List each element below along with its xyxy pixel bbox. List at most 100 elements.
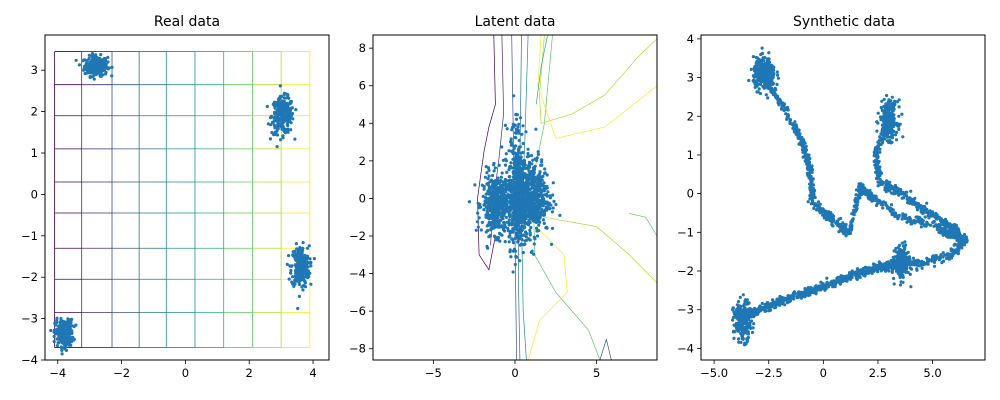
scatter-point [908,216,912,220]
scatter-point [507,240,511,244]
scatter-point [486,216,490,220]
scatter-point [747,78,751,83]
scatter-point [488,233,492,237]
scatter-point [809,177,813,182]
scatter-point [100,61,104,65]
scatter-point [287,277,291,281]
scatter-point [507,168,511,172]
scatter-point [104,62,108,67]
scatter-point [913,196,917,200]
scatter-point [512,125,516,129]
scatter-point [483,175,487,179]
scatter-point [515,211,519,215]
scatter-point [491,180,495,184]
scatter-point [875,129,879,133]
scatter-point [537,217,541,221]
scatter-point [277,108,281,112]
scatter-point [805,155,809,159]
scatter-point [292,284,296,288]
scatter-point [925,220,929,224]
scatter-point [513,171,517,175]
scatter-point [896,271,900,275]
scatter-point [869,191,874,195]
scatter-point [887,112,891,116]
scatter-point [748,324,752,328]
scatter-point [901,280,905,284]
scatter-point [488,201,492,205]
scatter-point [546,190,550,194]
scatter-point [896,246,900,250]
scatter-point [489,185,493,189]
scatter-point [49,328,53,333]
scatter-point [270,120,275,124]
scatter-point [848,224,852,228]
scatter-point [520,132,524,136]
scatter-point [533,195,537,199]
scatter-point [548,207,552,211]
latent-data-title: Latent data [475,14,556,30]
scatter-point [886,135,890,139]
scatter-point [96,69,100,73]
scatter-point [510,237,514,241]
scatter-point [901,214,905,218]
scatter-point [831,224,835,228]
scatter-point [903,216,907,221]
scatter-point [515,197,519,201]
scatter-point [285,262,289,266]
scatter-point [939,226,943,230]
scatter-point [892,276,896,281]
scatter-point [558,213,562,217]
scatter-point [70,339,74,343]
scatter-point [100,65,104,69]
scatter-point [498,231,502,235]
scatter-point [512,207,516,211]
scatter-point [811,187,815,191]
scatter-point [875,203,879,207]
scatter-point [737,340,741,344]
scatter-point [508,165,512,169]
scatter-point [88,75,92,80]
scatter-point [765,82,770,86]
scatter-point [811,195,815,199]
scatter-point [298,245,302,250]
scatter-point [837,230,841,234]
scatter-point [516,151,520,155]
scatter-point [519,210,523,214]
scatter-point [749,326,753,330]
scatter-point [902,247,907,251]
scatter-point [493,194,497,198]
scatter-point [513,214,517,219]
scatter-point [819,210,823,214]
scatter-point [804,149,808,153]
scatter-point [309,282,313,286]
scatter-point [482,203,486,207]
scatter-point [283,104,287,108]
scatter-point [487,220,491,225]
scatter-point [513,236,517,241]
scatter-point [734,311,738,315]
scatter-point [920,266,924,270]
scatter-point [518,175,522,179]
scatter-point [742,330,747,334]
x-tick-label: 4 [309,366,316,380]
scatter-point [487,168,491,172]
scatter-point [84,58,88,62]
contour-line [535,35,548,105]
scatter-point [766,96,770,100]
scatter-point [535,220,539,224]
scatter-point [891,101,895,105]
scatter-point [526,151,530,156]
scatter-point [519,151,523,155]
scatter-point [300,264,304,268]
y-tick-label: −2 [21,270,38,284]
scatter-point [281,110,285,114]
scatter-point [54,323,58,327]
scatter-point [518,243,522,247]
scatter-point [477,216,481,220]
scatter-point [59,345,63,349]
scatter-point [517,122,521,126]
scatter-point [518,227,522,231]
scatter-point [776,76,781,80]
